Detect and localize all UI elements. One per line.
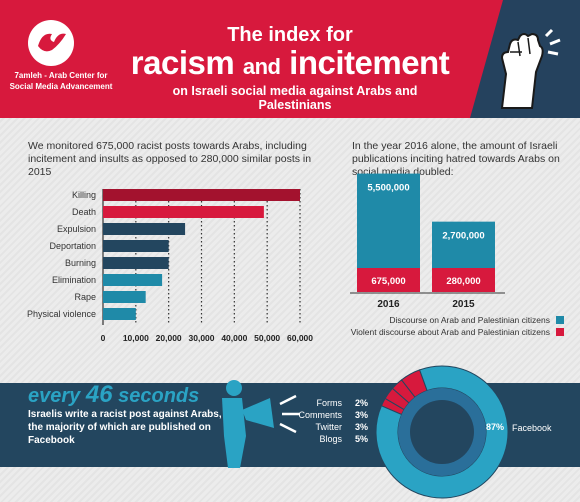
legend-label-violent: Violent discourse about Arab and Palesti… [350,327,550,337]
h-category-label: Death [72,207,96,217]
h-category-label: Burning [65,258,96,268]
donut-center [410,400,474,464]
source-forms-pct: 2% [354,398,368,408]
band-text: Israelis write a racist post against Ara… [28,409,222,446]
legend-item-violent: Violent discourse about Arab and Palesti… [340,326,564,338]
legend-label-discourse: Discourse on Arab and Palestinian citize… [389,315,550,325]
h-tick-label: 20,000 [156,333,182,343]
source-comments: Comments 3% [298,410,368,420]
title-line-2: racism and incitement [130,44,450,82]
every-suffix: seconds [118,385,200,407]
stacked-bar-red [432,268,495,292]
h-bar [103,308,136,320]
org-name: 7amleh - Arab Center for Social Media Ad… [9,71,113,91]
stacked-red-label: 675,000 [371,276,405,287]
h-bar [103,257,169,269]
intro-text-right: In the year 2016 alone, the amount of Is… [352,140,560,178]
stacked-bar-legend: Discourse on Arab and Palestinian citize… [340,314,564,338]
source-twitter-label: Twitter [315,422,342,432]
header-banner: 7amleh - Arab Center for Social Media Ad… [0,0,580,118]
h-category-label: Deportation [49,241,96,251]
every-46-seconds: every 46 seconds [28,381,199,409]
source-forms-label: Forms [316,398,343,408]
title-line-1: The index for [227,24,353,46]
h-category-label: Rape [74,292,96,302]
stacked-blue-label: 2,700,000 [442,231,484,242]
source-blogs-label: Blogs [319,434,342,444]
h-tick-label: 0 [101,333,106,343]
h-bar [103,274,163,286]
h-tick-label: 50,000 [254,333,280,343]
facebook-pct: 87% [486,422,505,432]
title-racism: racism [130,44,235,81]
stacked-blue-label: 5,500,000 [367,183,409,194]
h-category-label: Killing [72,190,96,200]
facebook-label: Facebook [512,423,552,433]
h-tick-label: 10,000 [123,333,149,343]
h-bar [103,240,169,252]
legend-swatch-blue [556,316,564,324]
h-bar [103,291,146,303]
h-bar [103,223,186,235]
donut-chart [375,365,509,499]
stacked-red-label: 280,000 [446,276,480,287]
legend-item-discourse: Discourse on Arab and Palestinian citize… [340,314,564,326]
title-incitement: incitement [289,44,450,81]
h-tick-label: 60,000 [287,333,313,343]
h-category-label: Physical violence [27,309,96,319]
logo-bird-icon [38,33,66,52]
year-label: 2015 [452,299,475,310]
h-category-label: Elimination [52,275,96,285]
source-comments-pct: 3% [354,410,368,420]
source-twitter-pct: 3% [354,422,368,432]
megaphone-person-icon [222,380,300,468]
stacked-bar-blue [432,221,495,268]
source-blogs-pct: 5% [354,434,368,444]
h-category-label: Expulsion [57,224,96,234]
h-bar [103,189,300,201]
stacked-bar-red [357,268,420,292]
h-bar [103,206,264,218]
h-tick-label: 40,000 [221,333,247,343]
title-and: and [242,54,281,79]
stacked-bar-blue [357,173,420,268]
source-comments-label: Comments [298,410,342,420]
raised-fist-icon [500,28,561,109]
intro-text-left: We monitored 675,000 racist posts toward… [28,140,312,178]
year-label: 2016 [377,299,400,310]
logo [28,20,74,66]
every-prefix: every [28,385,81,407]
source-forms: Forms 2% [317,398,369,408]
title-line-3: on Israeli social media against Arabs an… [172,84,418,112]
legend-swatch-red [556,328,564,336]
h-tick-label: 30,000 [189,333,215,343]
every-number: 46 [85,381,113,408]
source-twitter: Twitter 3% [315,422,368,432]
source-blogs: Blogs 5% [319,434,368,444]
